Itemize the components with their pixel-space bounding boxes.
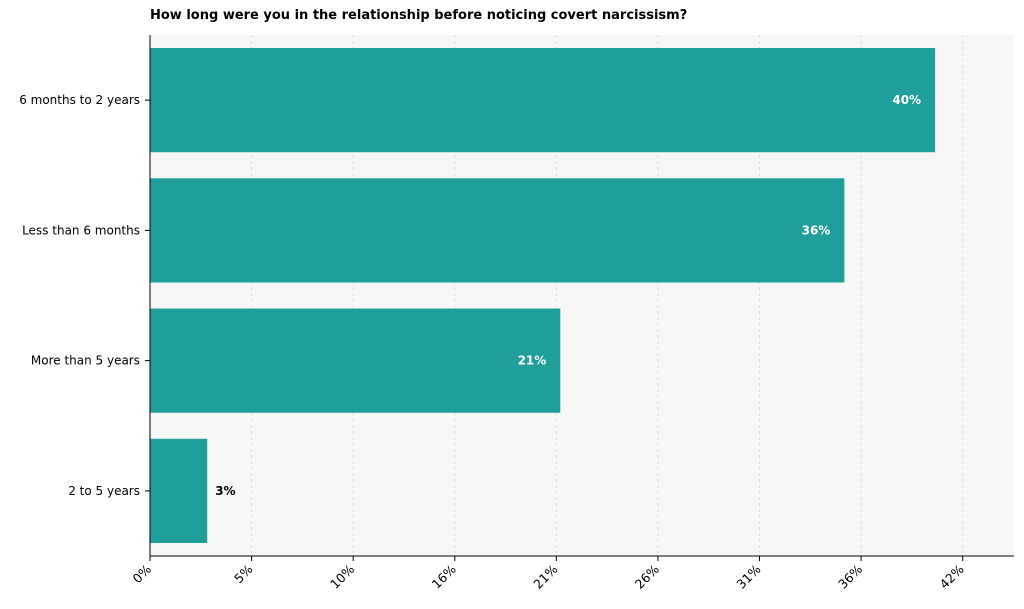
bar-value-label: 36% [802,223,831,237]
bar [150,308,561,413]
x-tick-label: 42% [937,561,967,591]
bar [150,438,208,543]
x-tick-label: 16% [429,561,459,591]
category-label: Less than 6 months [22,223,140,237]
x-tick-label: 26% [632,561,662,591]
x-tick-label: 10% [327,561,357,591]
x-tick-label: 0% [129,561,154,586]
category-label: 6 months to 2 years [19,93,140,107]
x-tick-label: 31% [733,561,763,591]
bar-value-label: 40% [892,93,921,107]
x-tick-label: 36% [835,561,865,591]
x-tick-label: 21% [530,561,560,591]
bar [150,178,845,283]
category-label: More than 5 years [31,354,140,368]
bar-value-label: 21% [518,354,547,368]
category-label: 2 to 5 years [68,484,140,498]
chart-title: How long were you in the relationship be… [150,8,688,23]
x-tick-label: 5% [231,561,256,586]
bar [150,48,936,153]
bar-value-label: 3% [215,484,235,498]
